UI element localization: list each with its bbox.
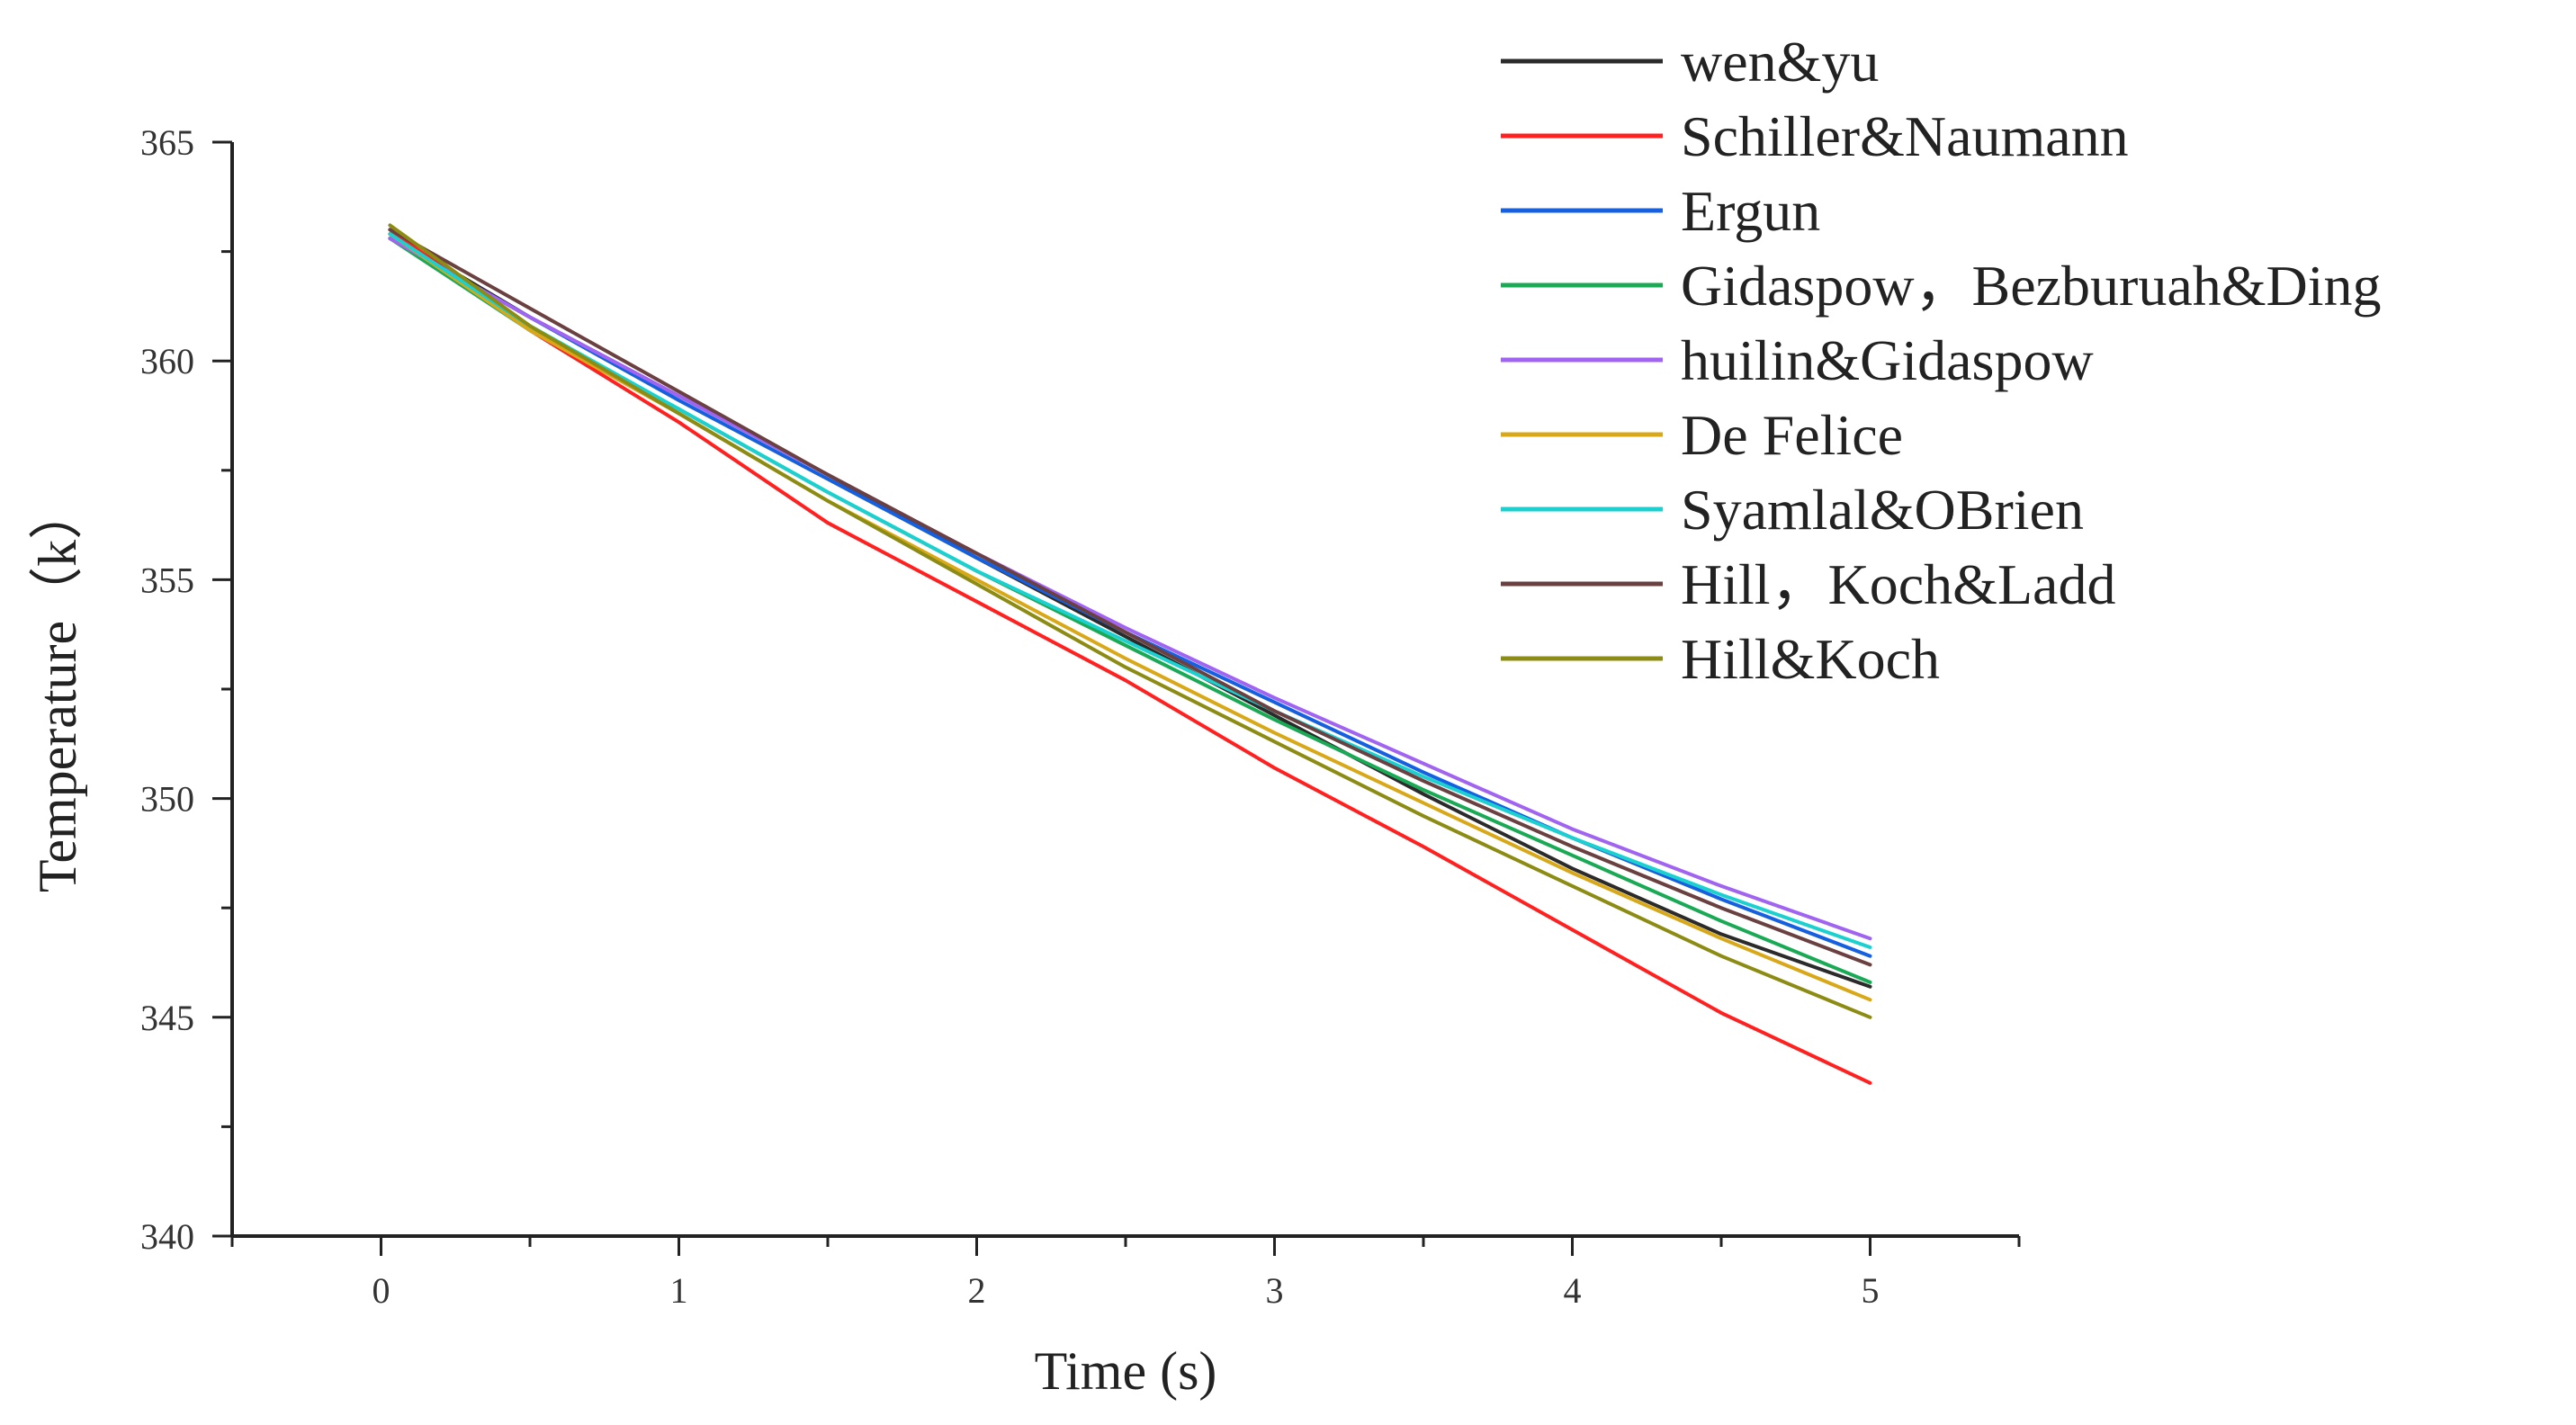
- series-line-2: [388, 237, 1872, 958]
- legend-label: Hill&Koch: [1681, 627, 1940, 691]
- x-tick-label: 0: [372, 1270, 390, 1311]
- legend-label: wen&yu: [1681, 30, 1879, 94]
- series-line-1: [388, 228, 1872, 1085]
- legend-label: Gidaspow，Bezburuah&Ding: [1681, 254, 2382, 318]
- legend-label: De Felice: [1681, 403, 1903, 467]
- series-lines: [388, 223, 1872, 1085]
- series-line-8: [388, 223, 1872, 1019]
- y-ticks: 340 345 350 355 360 365: [140, 122, 232, 1257]
- x-tick-label: 1: [670, 1270, 688, 1311]
- x-tick-label: 3: [1266, 1270, 1284, 1311]
- y-tick-label: 345: [140, 998, 194, 1038]
- legend-label: Hill，Koch&Ladd: [1681, 552, 2115, 616]
- y-tick-label: 340: [140, 1216, 194, 1257]
- x-ticks: 0 1 2 3 4 5: [230, 1236, 2021, 1311]
- x-tick-label: 2: [968, 1270, 986, 1311]
- legend-label: Syamlal&OBrien: [1681, 478, 2084, 542]
- legend-label: Ergun: [1681, 179, 1820, 243]
- legend-label: Schiller&Naumann: [1681, 104, 2129, 168]
- series-line-6: [388, 232, 1872, 949]
- y-tick-label: 350: [140, 779, 194, 820]
- x-tick-label: 5: [1862, 1270, 1880, 1311]
- series-line-7: [388, 228, 1872, 967]
- series-line-0: [388, 232, 1872, 989]
- legend-label: huilin&Gidaspow: [1681, 328, 2094, 392]
- series-line-4: [388, 237, 1872, 941]
- x-tick-label: 4: [1564, 1270, 1582, 1311]
- y-tick-label: 355: [140, 560, 194, 600]
- legend: wen&yu Schiller&Naumann Ergun Gidaspow，Bezb…: [1501, 30, 2382, 691]
- series-line-5: [388, 232, 1872, 1002]
- y-tick-label: 365: [140, 122, 194, 163]
- x-axis-label: Time (s): [1035, 1341, 1217, 1401]
- y-tick-label: 360: [140, 341, 194, 381]
- y-axis-label: Temperature（k）: [28, 486, 87, 892]
